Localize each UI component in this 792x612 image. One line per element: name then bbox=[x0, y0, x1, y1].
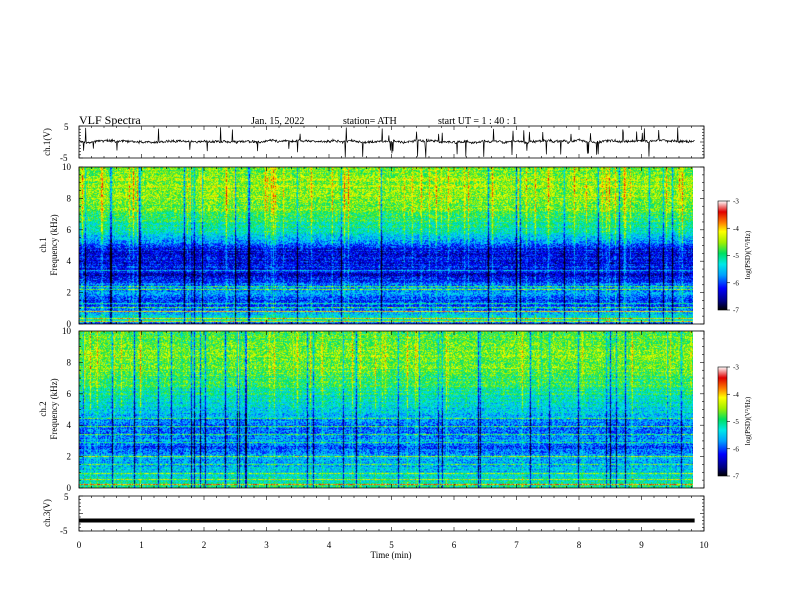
x-tick-label: 2 bbox=[202, 540, 207, 550]
ch2-spectrogram-ylabel-2: Frequency (kHz) bbox=[49, 378, 59, 439]
station-label: station= ATH bbox=[343, 116, 397, 127]
ch3-ytick-top: 5 bbox=[64, 492, 69, 502]
x-tick-label: 0 bbox=[77, 540, 82, 550]
colorbar-tick-label: -7 bbox=[733, 473, 739, 481]
ch1-spectrogram-ylabel-1: ch.1 bbox=[38, 237, 48, 252]
ylabels-spec1-label: 2 bbox=[67, 288, 72, 298]
ylabels-spec1-label: 0 bbox=[67, 319, 72, 329]
ylabels-spec2-label: 6 bbox=[67, 389, 72, 399]
ylabels-spec2-label: 4 bbox=[67, 420, 72, 430]
ylabels-spec1-label: 6 bbox=[67, 225, 72, 235]
ch1-waveform-ylabel: ch.1(V) bbox=[42, 128, 52, 156]
colorbar-tick-label: -5 bbox=[733, 252, 739, 260]
colorbar-tick-label: -6 bbox=[733, 279, 739, 287]
ylabels-spec2-label: 0 bbox=[67, 483, 72, 493]
colorbar-tick-label: -3 bbox=[733, 364, 739, 372]
colorbar-tick-label: -3 bbox=[733, 198, 739, 206]
x-tick-label: 10 bbox=[700, 540, 710, 550]
ch1-waveform-panel: 5 -5 ch.1(V) bbox=[42, 122, 705, 163]
ch1-colorbar: -3 -4 -5 -6 -7 log(PSD)(V²/Hz) bbox=[717, 198, 752, 315]
x-axis-label: Time (min) bbox=[371, 550, 412, 560]
figure-title: VLF Spectra bbox=[79, 113, 141, 127]
ch3-waveform-ylabel: ch.3(V) bbox=[42, 499, 52, 527]
ch3-ytick-bottom: -5 bbox=[60, 526, 68, 536]
ylabels-spec1-label: 10 bbox=[62, 162, 72, 172]
ch2-colorbar-label: log(PSD)(V²/Hz) bbox=[744, 396, 752, 445]
x-tick-label: 6 bbox=[452, 540, 457, 550]
colorbar-tick-label: -6 bbox=[733, 445, 739, 453]
x-tick-label: 5 bbox=[389, 540, 394, 550]
colorbar-tick-label: -4 bbox=[733, 225, 739, 233]
ch1-ytick-top: 5 bbox=[64, 122, 69, 132]
ch3-waveform-panel: 5 -5 ch.3(V) bbox=[42, 492, 705, 536]
ch1-spectrogram-ylabel-2: Frequency (kHz) bbox=[49, 214, 59, 275]
date-label: Jan. 15, 2022 bbox=[251, 116, 304, 127]
ch1-ytick-bottom: -5 bbox=[60, 153, 68, 163]
ch2-spectrogram-ylabel-1: ch.2 bbox=[38, 401, 48, 416]
ylabels-spec2-label: 10 bbox=[62, 326, 72, 336]
colorbar-tick-label: -4 bbox=[733, 391, 739, 399]
ylabels-spec2-label: 2 bbox=[67, 452, 72, 462]
ylabels-spec1-label: 8 bbox=[67, 193, 72, 203]
x-axis-tick-labels: 0 1 2 3 4 5 6 7 8 9 10 bbox=[77, 540, 709, 550]
ylabels-spec2-label: 8 bbox=[67, 357, 72, 367]
ch2-spectrogram-panel: 0 2 4 6 8 10 ch.2 Frequency (kHz) bbox=[38, 326, 705, 493]
colorbar-tick-label: -5 bbox=[733, 418, 739, 426]
ch1-spectrogram-panel: 0 2 4 6 8 10 ch.1 Frequency (kHz) bbox=[38, 162, 705, 329]
ch1-waveform-trace bbox=[78, 127, 695, 158]
start-ut-label: start UT = 1 : 40 : 1 bbox=[438, 116, 517, 127]
ylabels-spec1-label: 4 bbox=[67, 256, 72, 266]
colorbar-tick-label: -7 bbox=[733, 307, 739, 315]
x-tick-label: 1 bbox=[139, 540, 144, 550]
x-tick-label: 4 bbox=[327, 540, 332, 550]
ch1-colorbar-label: log(PSD)(V²/Hz) bbox=[744, 230, 752, 279]
ch2-colorbar: -3 -4 -5 -6 -7 log(PSD)(V²/Hz) bbox=[717, 364, 752, 481]
x-tick-label: 7 bbox=[514, 540, 519, 550]
ch2-spectrogram-image bbox=[79, 331, 693, 488]
ch1-spectrogram-image bbox=[79, 167, 693, 324]
x-tick-label: 8 bbox=[577, 540, 582, 550]
x-tick-label: 3 bbox=[264, 540, 269, 550]
x-tick-label: 9 bbox=[639, 540, 644, 550]
